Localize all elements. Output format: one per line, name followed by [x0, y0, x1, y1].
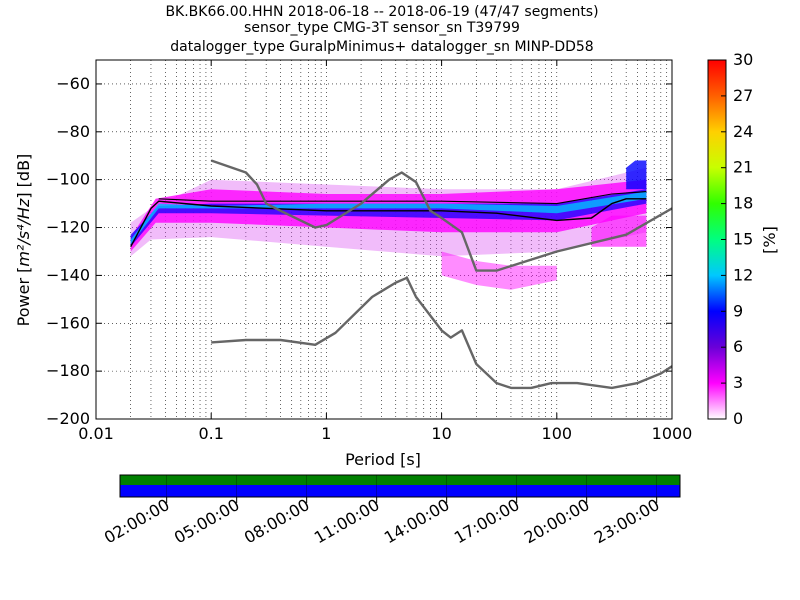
- colorbar-tick-label: 9: [733, 301, 743, 320]
- x-tick-label: 10: [431, 424, 451, 443]
- time-tick-label: 08:00:00: [241, 495, 313, 547]
- time-tick-label: 17:00:00: [451, 495, 523, 547]
- title-line-1: BK.BK66.00.HHN 2018-06-18 -- 2018-06-19 …: [165, 4, 598, 20]
- y-tick-label: −100: [46, 170, 90, 189]
- x-axis-label: Period [s]: [345, 450, 421, 469]
- plot-frame: [95, 59, 673, 420]
- time-tick-label: 02:00:00: [101, 495, 173, 547]
- y-axis-label-prefix: Power [: [14, 267, 33, 327]
- colorbar-label: [%]: [760, 226, 779, 254]
- psd-lines: [130, 159, 672, 390]
- x-tick-label: 100: [542, 424, 573, 443]
- y-axis-label-units: m²/s⁴/Hz: [14, 198, 33, 267]
- time-tick-label: 05:00:00: [171, 495, 243, 547]
- x-tick-label: 1: [321, 424, 331, 443]
- colorbar-tick-label: 27: [733, 86, 753, 105]
- psd-line-1: [130, 198, 647, 248]
- time-tick-label: 14:00:00: [381, 495, 453, 547]
- y-tick-label: −200: [46, 409, 90, 428]
- time-tick-label: 11:00:00: [311, 495, 383, 547]
- y-tick-label: −140: [46, 265, 90, 284]
- colorbar-tick-label: 3: [733, 373, 743, 392]
- time-bar-bottom: [120, 485, 680, 497]
- y-axis-ticks: −60 −80 −100 −120 −140 −160 −180 −200: [46, 74, 672, 428]
- y-tick-label: −120: [46, 218, 90, 237]
- psd-band: [626, 160, 647, 190]
- title-line-2: sensor_type CMG-3T sensor_sn T39799: [244, 20, 520, 36]
- title-line-3: datalogger_type GuralpMinimus+ datalogge…: [170, 39, 593, 55]
- colorbar-tick-label: 6: [733, 337, 743, 356]
- chart-title: BK.BK66.00.HHN 2018-06-18 -- 2018-06-19 …: [165, 4, 598, 55]
- y-tick-label: −80: [56, 122, 90, 141]
- colorbar-tick-label: 21: [733, 158, 753, 177]
- time-bar-frame: [119, 474, 681, 498]
- y-axis-label-suffix: ] [dB]: [14, 154, 33, 199]
- x-tick-label: 0.1: [198, 424, 223, 443]
- colorbar-tick-label: 18: [733, 194, 753, 213]
- x-tick-label: 0.01: [78, 424, 114, 443]
- y-tick-label: −180: [46, 361, 90, 380]
- y-tick-label: −160: [46, 313, 90, 332]
- time-tick-label: 20:00:00: [521, 495, 593, 547]
- time-coverage-bar: [119, 474, 681, 498]
- psd-line-4: [211, 276, 672, 390]
- colorbar-ticks: 0 3 6 9 12 15 18 21 24 27 30: [721, 50, 753, 428]
- colorbar-tick-label: 12: [733, 265, 753, 284]
- colorbar-tick-label: 15: [733, 230, 753, 249]
- colorbar-tick-label: 30: [733, 50, 753, 69]
- psd-line-3: [210, 159, 672, 272]
- y-axis-label: Power [m²/s⁴/Hz] [dB]: [14, 154, 33, 327]
- colorbar-tick-label: 0: [733, 409, 743, 428]
- x-axis-ticks: 0.01 0.1 1 10 100 1000: [78, 60, 692, 443]
- time-tick-label: 23:00:00: [591, 495, 663, 547]
- time-bar-top: [120, 475, 680, 485]
- x-tick-label: 1000: [652, 424, 693, 443]
- y-tick-label: −60: [56, 74, 90, 93]
- psd-line-2: [158, 191, 647, 205]
- psd-band: [130, 189, 647, 247]
- plot-area: [96, 60, 672, 419]
- colorbar-tick-label: 24: [733, 122, 753, 141]
